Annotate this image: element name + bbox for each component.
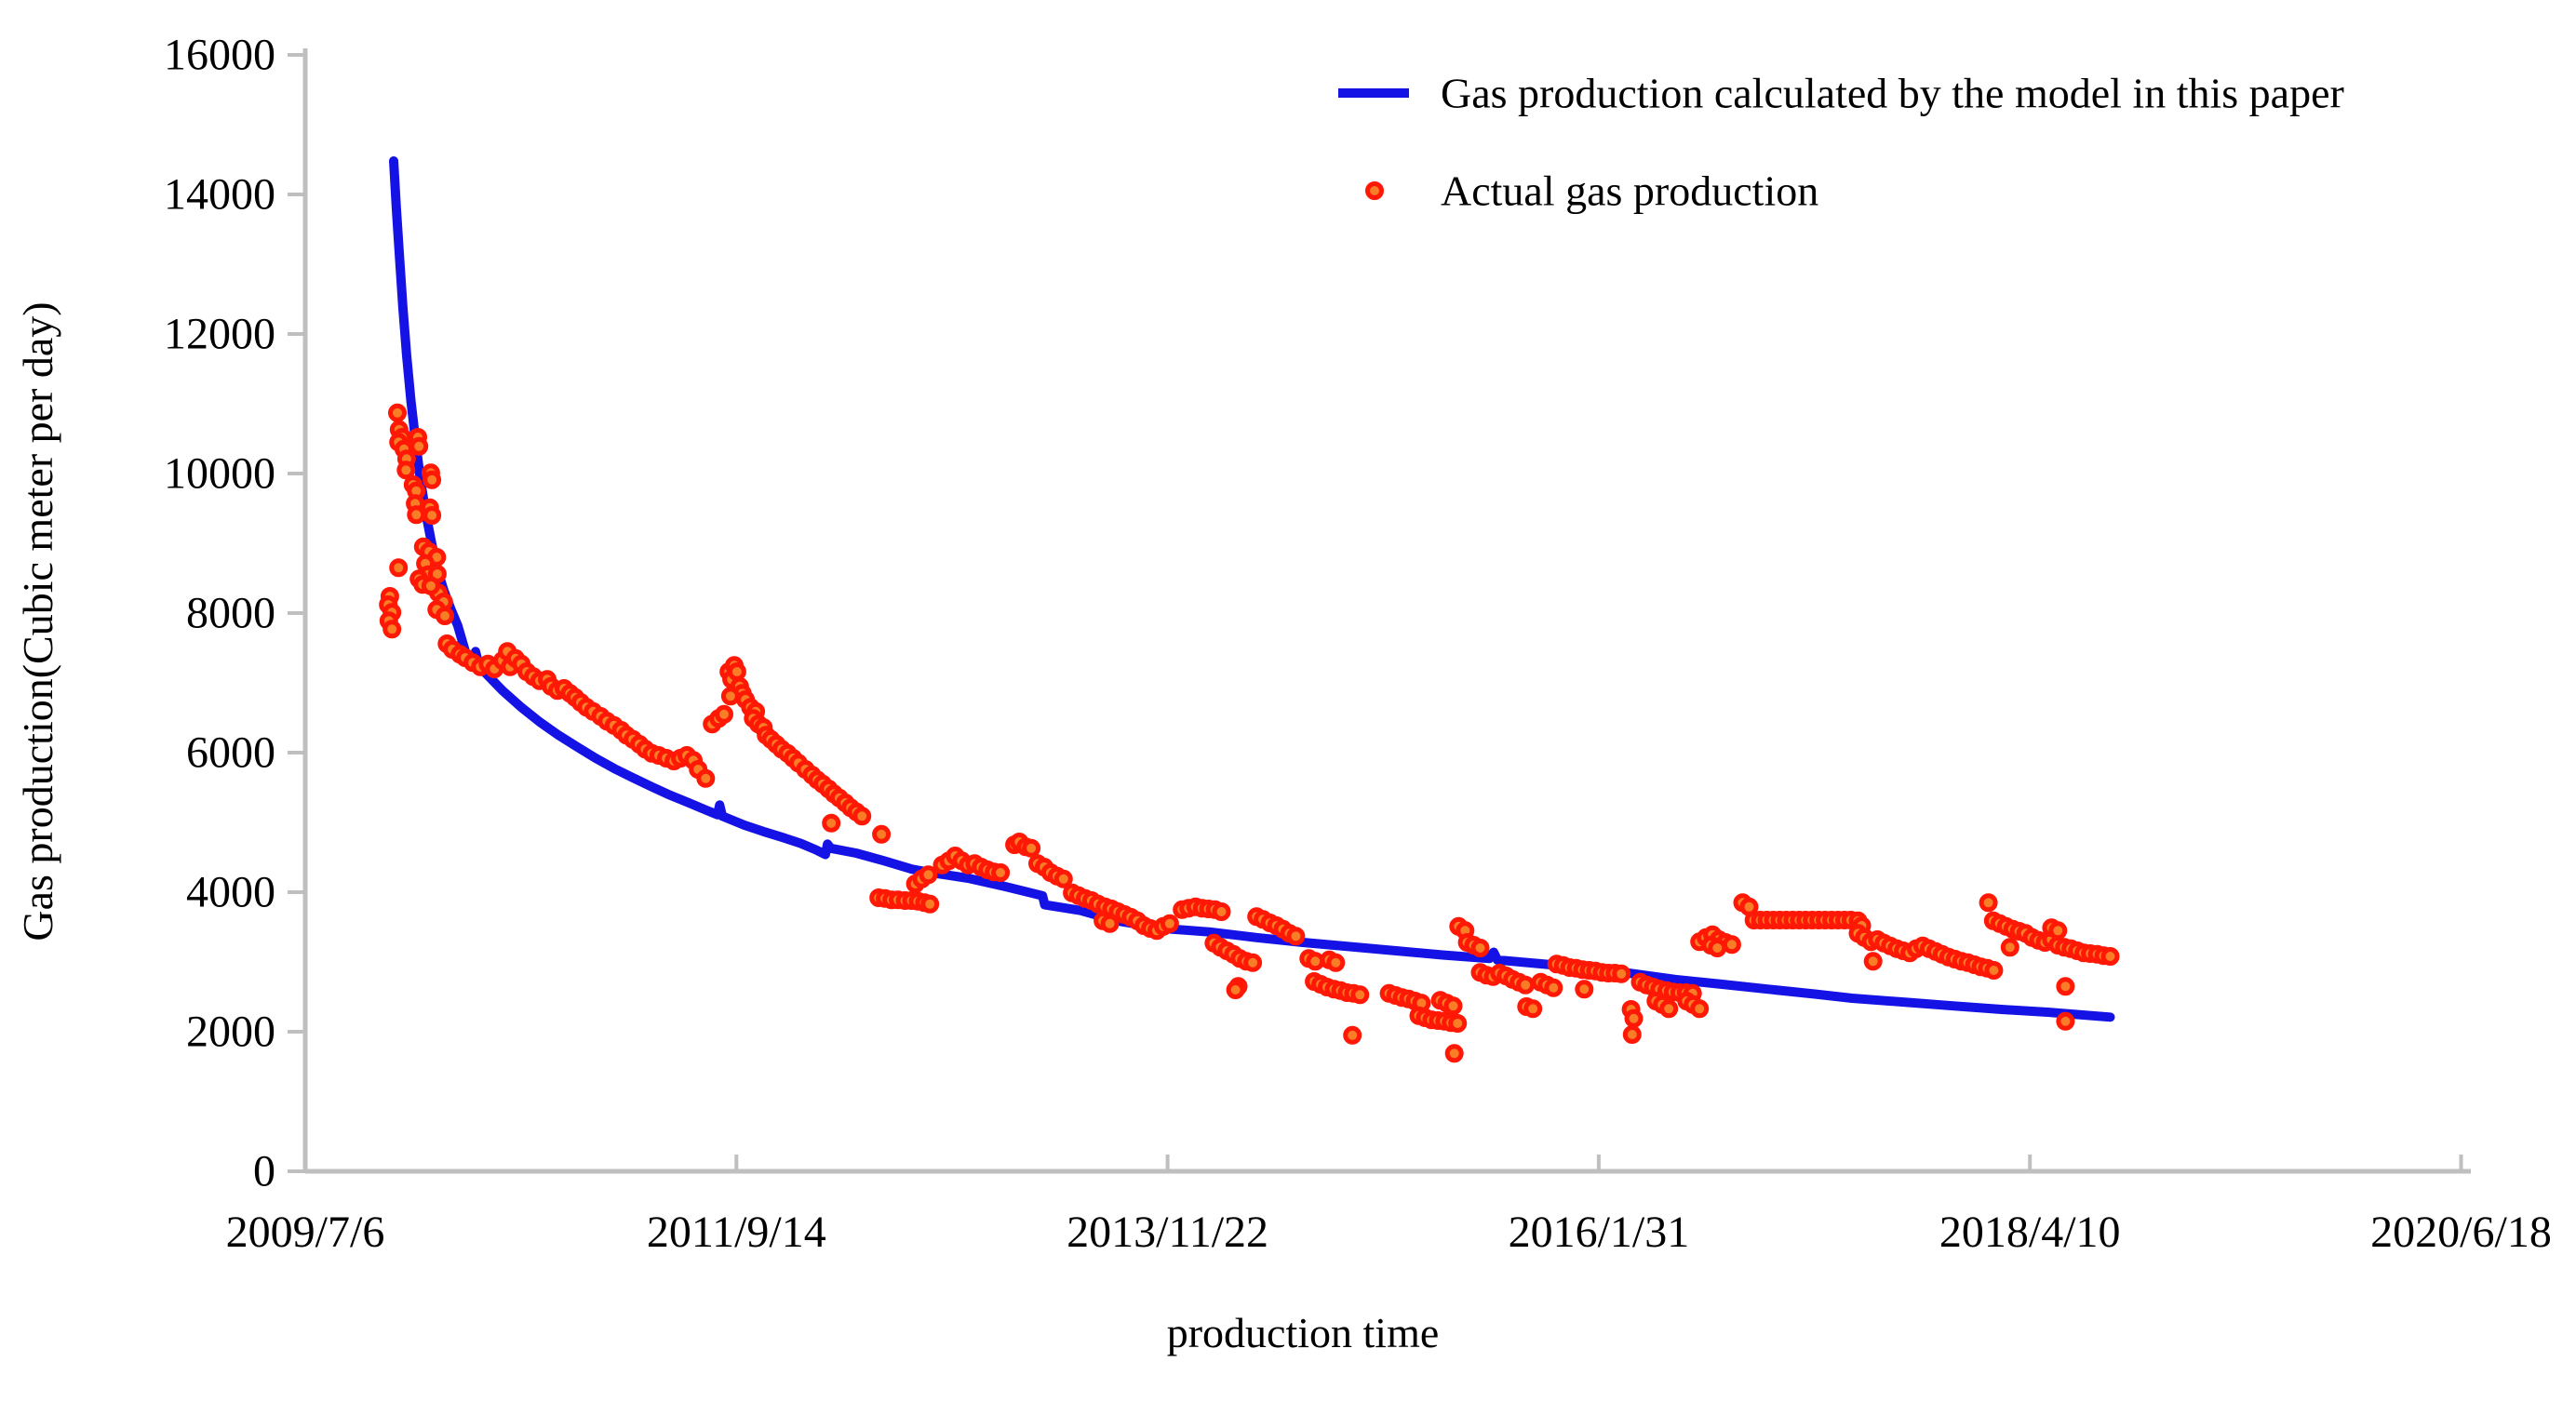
data-point: [396, 461, 416, 480]
data-point: [1523, 999, 1543, 1019]
data-point: [1022, 838, 1041, 858]
data-point: [1516, 975, 1536, 995]
axis-tick-labels: 0 2000 4000 6000 8000 10000 12000 14000 16000 200…: [164, 31, 2552, 1258]
data-point: [2100, 947, 2120, 966]
data-point: [822, 813, 841, 833]
legend-label-model: Gas production calculated by the model i…: [1441, 70, 2344, 117]
data-point: [1160, 914, 1179, 933]
data-point: [1100, 914, 1120, 933]
data-point: [423, 506, 442, 525]
data-point: [852, 807, 872, 826]
data-point: [715, 704, 733, 724]
data-point: [388, 403, 407, 422]
y-tick-label: 4000: [186, 868, 275, 917]
data-point: [2056, 977, 2075, 996]
y-tick-label: 14000: [164, 170, 275, 220]
x-axis-title: production time: [1167, 1309, 1440, 1356]
data-point: [991, 863, 1011, 882]
data-point: [1612, 964, 1631, 983]
data-point: [1470, 939, 1490, 957]
data-point: [919, 865, 938, 885]
data-point: [1212, 902, 1231, 921]
data-point: [696, 768, 716, 788]
data-point: [409, 436, 429, 456]
y-tick-label: 0: [253, 1147, 275, 1196]
legend: Gas production calculated by the model i…: [1338, 70, 2344, 215]
data-point: [1326, 953, 1346, 972]
data-point: [389, 558, 409, 578]
data-point: [1624, 1008, 1644, 1028]
data-point: [1444, 1044, 1464, 1063]
data-point: [1448, 1014, 1468, 1033]
data-point: [2056, 1011, 2075, 1031]
data-point: [720, 687, 740, 706]
x-tick-label: 2009/7/6: [226, 1208, 385, 1257]
data-point: [1544, 978, 1563, 997]
y-tick-label: 8000: [186, 589, 275, 638]
data-point: [2048, 921, 2068, 941]
data-point: [920, 894, 940, 914]
y-tick-label: 10000: [164, 449, 275, 499]
axes: [302, 48, 2471, 1174]
data-point: [1622, 1025, 1642, 1044]
y-tick-label: 16000: [164, 31, 275, 80]
actual-marker-icon: [1365, 181, 1384, 200]
x-tick-label: 2018/4/10: [1939, 1208, 2121, 1257]
legend-label-actual: Actual gas production: [1441, 167, 1818, 215]
x-tick-label: 2016/1/31: [1509, 1208, 1690, 1257]
y-tick-label: 6000: [186, 728, 275, 778]
data-point: [1350, 985, 1370, 1005]
y-tick-label: 12000: [164, 310, 275, 359]
data-point: [1575, 980, 1594, 999]
x-tick-label: 2011/9/14: [647, 1208, 826, 1257]
y-axis-title: Gas production(Cubic meter per day): [14, 301, 61, 941]
data-point: [421, 576, 440, 595]
data-point: [727, 662, 746, 681]
data-point: [1708, 939, 1727, 957]
data-point: [1443, 996, 1463, 1016]
actual-scatter-series: [379, 403, 2120, 1063]
data-point: [1343, 1025, 1362, 1045]
data-point: [1226, 981, 1245, 999]
data-point: [382, 620, 402, 639]
y-tick-label: 2000: [186, 1008, 275, 1057]
data-point: [423, 470, 442, 489]
data-point: [1863, 952, 1883, 971]
model-line-series: [389, 156, 2115, 1022]
data-point: [1286, 927, 1306, 946]
data-point: [1053, 869, 1073, 888]
data-point: [1722, 935, 1741, 955]
data-point: [1690, 999, 1710, 1019]
axis-ticks: [288, 53, 2463, 1173]
x-tick-label: 2020/6/18: [2370, 1208, 2552, 1257]
data-point: [1979, 893, 1998, 913]
data-point: [2000, 938, 2019, 957]
data-point: [436, 607, 454, 625]
model-line: [389, 156, 2115, 1022]
data-point: [1659, 999, 1679, 1019]
data-point: [1984, 961, 2004, 980]
data-point: [872, 824, 892, 844]
x-tick-label: 2013/11/22: [1067, 1208, 1268, 1257]
data-point: [1243, 953, 1263, 972]
